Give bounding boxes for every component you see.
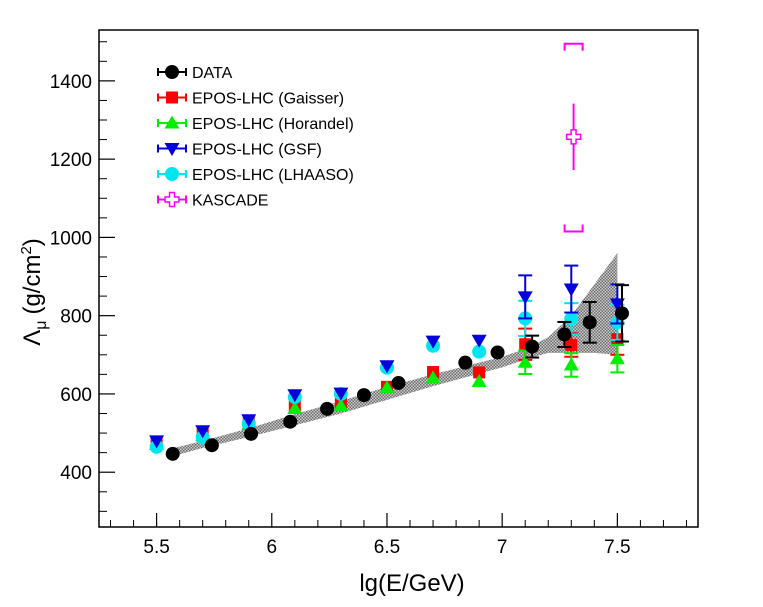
- systematic-bracket-upper: [563, 42, 584, 51]
- data-point: [565, 339, 578, 352]
- legend-entry: EPOS-LHC (Horandel): [157, 115, 354, 133]
- legend-entry: EPOS-LHC (Gaisser): [157, 91, 344, 108]
- model-uncertainty-band: [168, 253, 618, 458]
- data-point: [490, 345, 505, 360]
- series-epos-lhc-lhaaso: [149, 299, 625, 454]
- data-point: [333, 398, 349, 412]
- y-axis-title: Λμ (g/cm2): [18, 238, 50, 346]
- x-axis-title: lg(E/GeV): [359, 570, 464, 597]
- legend-marker: [164, 191, 180, 208]
- x-tick-label: 7.5: [604, 537, 630, 558]
- data-point: [149, 435, 165, 449]
- legend-label: EPOS-LHC (Gaisser): [192, 91, 344, 108]
- data-point: [241, 414, 257, 428]
- series: [149, 42, 629, 461]
- series-epos-lhc-gsf: [149, 264, 625, 449]
- data-point: [473, 366, 486, 379]
- legend-marker: [164, 142, 180, 156]
- band-area: [168, 253, 618, 458]
- data-point: [525, 339, 540, 354]
- data-point: [320, 401, 335, 416]
- data-point: [287, 389, 303, 403]
- data-point: [563, 283, 579, 297]
- data-point: [565, 129, 582, 145]
- y-tick-label: 1400: [50, 72, 92, 93]
- data-point: [244, 426, 259, 441]
- data-point: [391, 375, 406, 390]
- data-point: [517, 291, 533, 305]
- data-point: [287, 400, 303, 414]
- data-point: [165, 446, 180, 461]
- x-tick-label: 6: [266, 537, 277, 558]
- x-tick-label: 6.5: [374, 537, 400, 558]
- legend-label: KASCADE: [192, 193, 268, 210]
- data-point: [517, 354, 533, 368]
- legend-entry: EPOS-LHC (GSF): [157, 142, 322, 159]
- plot-frame: [98, 29, 699, 528]
- legend-marker: [165, 65, 179, 79]
- data-point: [379, 360, 395, 374]
- data-point: [425, 335, 441, 349]
- data-point: [609, 351, 625, 365]
- data-point: [356, 388, 371, 403]
- y-tick-label: 800: [60, 307, 92, 328]
- y-axis-title-unit: (g/cm: [19, 255, 46, 315]
- legend-label: EPOS-LHC (LHAASO): [192, 167, 354, 184]
- legend-marker: [165, 167, 179, 181]
- data-point: [204, 438, 219, 453]
- series-kascade: [563, 42, 584, 233]
- axes: 5.5 6 6.5 7 7.5 400 600 800 1000 1200 1400: [50, 41, 687, 558]
- data-point: [564, 311, 579, 326]
- data-point: [563, 357, 579, 371]
- y-axis-title-symbol: Λ: [19, 330, 46, 346]
- legend: DATA EPOS-LHC (Gaisser) EPOS-LHC (Horandel…: [157, 65, 354, 210]
- y-axis-title-superscript: 2: [18, 246, 35, 254]
- y-tick-label: 1000: [50, 228, 92, 249]
- legend-marker: [166, 91, 178, 104]
- x-tick-label: 5.5: [143, 537, 169, 558]
- legend-entry: EPOS-LHC (LHAASO): [157, 167, 354, 184]
- data-point: [614, 306, 629, 321]
- data-point: [379, 380, 395, 394]
- data-point: [458, 355, 473, 370]
- series-data: [165, 284, 629, 461]
- data-point: [425, 370, 441, 384]
- y-tick-label: 1200: [50, 150, 92, 171]
- data-point: [471, 334, 487, 348]
- legend-label: EPOS-LHC (Horandel): [192, 116, 354, 133]
- data-point: [582, 315, 597, 330]
- y-axis-title-close: ): [19, 238, 46, 246]
- data-point: [195, 425, 211, 439]
- y-tick-label: 600: [60, 385, 92, 406]
- data-point: [472, 344, 487, 359]
- y-tick-label: 400: [60, 463, 92, 484]
- data-point: [557, 327, 572, 342]
- legend-marker: [164, 115, 180, 129]
- data-point: [471, 373, 487, 387]
- x-tick-label: 7: [497, 537, 508, 558]
- legend-label: DATA: [192, 65, 233, 82]
- legend-entry: KASCADE: [157, 191, 268, 210]
- legend-entry: DATA: [157, 65, 233, 82]
- data-point: [333, 387, 349, 401]
- systematic-bracket-lower: [563, 224, 584, 233]
- y-axis-title-subscript: μ: [33, 321, 50, 330]
- legend-label: EPOS-LHC (GSF): [192, 142, 322, 159]
- data-point: [283, 414, 298, 429]
